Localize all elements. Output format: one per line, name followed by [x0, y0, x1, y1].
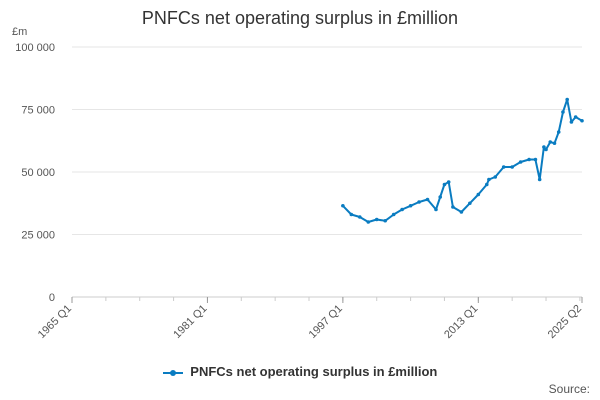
- data-point: [501, 165, 506, 169]
- data-point: [425, 197, 430, 202]
- data-point: [537, 177, 542, 182]
- legend[interactable]: PNFCs net operating surplus in £million: [0, 364, 600, 379]
- data-point: [442, 182, 447, 187]
- data-point: [548, 140, 553, 144]
- source-label: Source:: [548, 382, 590, 396]
- x-tick-label: 2013 Q1: [442, 303, 480, 341]
- data-point: [573, 115, 578, 119]
- data-point: [510, 165, 514, 169]
- data-point: [374, 217, 379, 222]
- y-tick-label: 0: [49, 292, 55, 304]
- data-point: [487, 177, 491, 182]
- y-tick-label: 50 000: [21, 167, 55, 179]
- data-point: [533, 157, 538, 162]
- data-point: [561, 110, 565, 114]
- data-point: [459, 210, 464, 214]
- data-point: [542, 145, 546, 149]
- x-tick-label: 2025 Q2: [546, 303, 584, 341]
- data-point: [400, 207, 404, 212]
- data-point: [383, 218, 387, 223]
- data-point: [569, 120, 574, 124]
- data-point: [484, 182, 489, 187]
- data-point: [434, 207, 438, 212]
- data-point: [417, 200, 421, 204]
- y-tick-label: 100 000: [15, 42, 55, 54]
- chart-title: PNFCs net operating surplus in £million: [141, 8, 459, 28]
- data-point: [358, 215, 362, 219]
- legend-label: PNFCs net operating surplus in £million: [190, 364, 438, 379]
- data-point: [518, 160, 523, 164]
- data-point: [349, 212, 354, 217]
- data-point: [366, 220, 371, 224]
- data-point: [565, 97, 569, 102]
- data-point: [408, 203, 413, 208]
- data-point: [446, 180, 451, 184]
- data-point: [544, 147, 548, 152]
- data-point: [438, 195, 443, 199]
- data-point: [341, 203, 345, 208]
- data-point: [476, 192, 481, 197]
- data-point: [556, 130, 561, 134]
- data-point: [451, 205, 455, 209]
- y-tick-label: 75 000: [21, 105, 55, 117]
- data-point: [580, 118, 584, 123]
- legend-line-marker-icon: [162, 368, 183, 378]
- data-point: [527, 157, 531, 162]
- data-point: [468, 201, 472, 206]
- data-point: [493, 175, 498, 179]
- data-point: [552, 141, 557, 146]
- series-line: [342, 98, 583, 223]
- y-tick-label: 25 000: [21, 230, 55, 242]
- data-point: [391, 212, 396, 217]
- x-tick-label: 1997 Q1: [307, 303, 345, 341]
- x-tick-label: 1965 Q1: [36, 303, 74, 341]
- y-axis-unit-label: £m: [12, 26, 28, 38]
- x-tick-label: 1981 Q1: [171, 303, 209, 341]
